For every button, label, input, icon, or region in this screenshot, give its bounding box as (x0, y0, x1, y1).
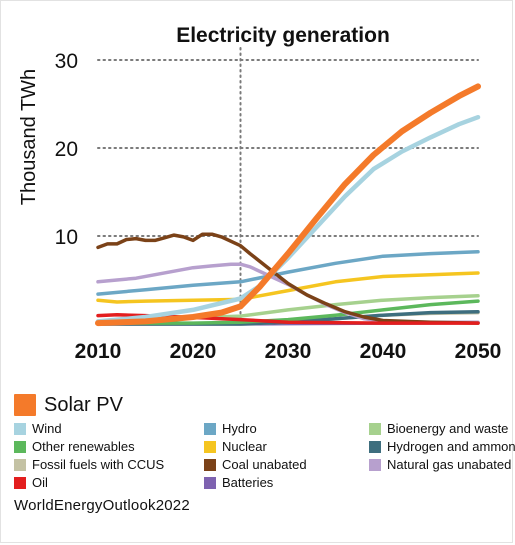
legend-item: Nuclear (204, 438, 369, 455)
chart: Electricity generation Thousand TWh 10 20… (18, 24, 502, 363)
legend-swatch (14, 458, 26, 471)
x-tick-label: 2030 (265, 340, 312, 363)
y-tick-label: 30 (55, 50, 78, 73)
legend-label: Hydro (222, 421, 257, 436)
legend-swatch (204, 476, 216, 489)
legend-label: Other renewables (32, 439, 135, 454)
legend: Solar PV Wind Hydro Bioenergy and waste Oth… (14, 392, 515, 491)
legend-item: Wind (14, 420, 204, 437)
gridlines (97, 59, 479, 237)
legend-swatch (14, 440, 26, 453)
series-line-solar-pv (95, 83, 481, 327)
legend-label: Oil (32, 475, 48, 490)
legend-swatch (369, 422, 381, 435)
legend-item: Natural gas unabated (369, 456, 511, 473)
chart-title: Electricity generation (176, 24, 390, 47)
legend-swatch (14, 394, 36, 416)
source-caption: WorldEnergyOutlook2022 (14, 497, 190, 514)
legend-label: Fossil fuels with CCUS (32, 457, 165, 472)
series-line-wind (95, 114, 481, 324)
legend-label: Wind (32, 421, 62, 436)
legend-label: Bioenergy and waste (387, 421, 509, 436)
series-line-other-renewables (96, 299, 480, 325)
legend-item: Oil (14, 474, 204, 491)
legend-item: Hydro (204, 420, 369, 437)
legend-item: Other renewables (14, 438, 204, 455)
y-axis-label: Thousand TWh (18, 69, 40, 205)
series-line-nuclear (96, 271, 480, 304)
legend-swatch (369, 458, 381, 471)
series-line-coal-unabated (96, 232, 480, 325)
legend-swatch (204, 440, 216, 453)
legend-item-featured: Solar PV (14, 392, 504, 418)
series-line-hydro (96, 250, 480, 296)
legend-label: Batteries (222, 475, 274, 490)
series-line-hydrogen-and-ammonia (96, 309, 480, 326)
legend-item: Fossil fuels with CCUS (14, 456, 204, 473)
legend-label: Solar PV (44, 393, 123, 416)
y-tick-label: 10 (55, 226, 78, 249)
legend-item: Bioenergy and waste (369, 420, 508, 437)
legend-swatch (14, 476, 26, 489)
x-tick-label: 2050 (455, 340, 502, 363)
legend-grid: Wind Hydro Bioenergy and waste Other renewa… (14, 420, 515, 491)
legend-item: Hydrogen and ammonia (369, 438, 515, 455)
x-tick-label: 2040 (360, 340, 407, 363)
legend-item: Batteries (204, 474, 369, 491)
legend-label: Hydrogen and ammonia (387, 439, 515, 454)
legend-label: Natural gas unabated (387, 457, 512, 472)
legend-swatch (14, 422, 26, 435)
legend-swatch (204, 422, 216, 435)
x-tick-label: 2010 (75, 340, 122, 363)
series-lines (95, 83, 481, 327)
legend-swatch (204, 458, 216, 471)
legend-label: Coal unabated (222, 457, 307, 472)
legend-swatch (369, 440, 381, 453)
x-tick-label: 2020 (170, 340, 217, 363)
legend-item: Coal unabated (204, 456, 369, 473)
series-line-oil (96, 313, 480, 325)
legend-label: Nuclear (222, 439, 267, 454)
y-tick-label: 20 (55, 138, 78, 161)
